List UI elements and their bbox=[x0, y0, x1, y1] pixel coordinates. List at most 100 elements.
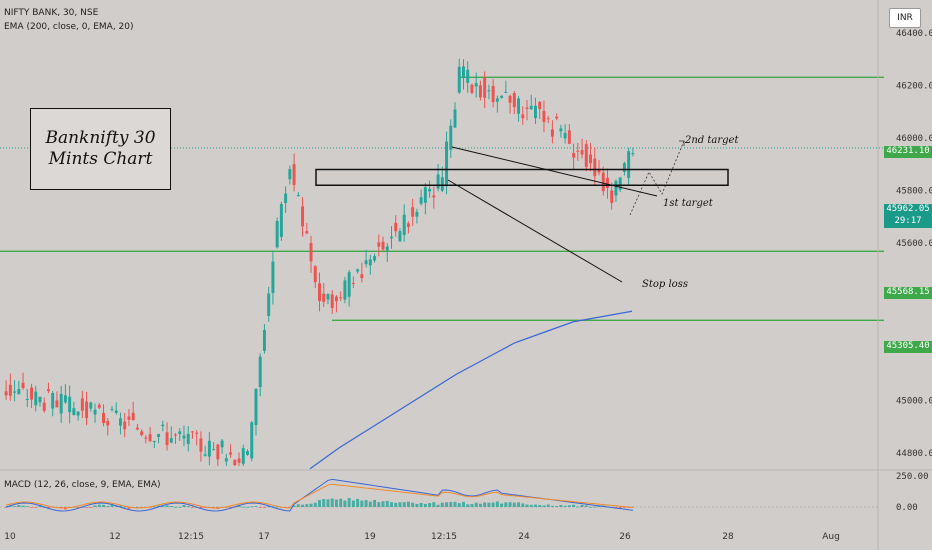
candle-body bbox=[34, 391, 38, 406]
candle-body bbox=[368, 259, 372, 266]
macd-histogram-bar bbox=[258, 507, 262, 508]
candle-body bbox=[618, 177, 622, 190]
candle-body bbox=[555, 116, 559, 119]
macd-histogram-bar bbox=[402, 502, 406, 507]
time-tick-label: Aug bbox=[822, 532, 840, 542]
macd-histogram-bar bbox=[182, 505, 186, 507]
price-tick-label: 46000.00 bbox=[896, 134, 932, 144]
countdown-badge: 29:17 bbox=[884, 216, 932, 228]
candle-body bbox=[144, 437, 148, 439]
candle-body bbox=[135, 427, 139, 430]
macd-histogram-bar bbox=[559, 505, 563, 507]
macd-histogram-bar bbox=[165, 505, 169, 507]
macd-histogram-bar bbox=[309, 503, 313, 507]
macd-histogram-bar bbox=[529, 504, 533, 507]
candle-body bbox=[533, 105, 537, 119]
macd-histogram-bar bbox=[512, 502, 516, 507]
candle-body bbox=[491, 86, 495, 103]
candle-body bbox=[436, 174, 440, 189]
candle-body bbox=[309, 243, 313, 262]
candle-body bbox=[512, 93, 516, 108]
macd-signal-line bbox=[5, 483, 633, 509]
macd-histogram-bar bbox=[462, 501, 465, 507]
macd-histogram-bar bbox=[508, 502, 512, 507]
last-price-badge: 45962.05 bbox=[884, 204, 932, 216]
macd-histogram-bar bbox=[13, 506, 17, 507]
macd-histogram-bar bbox=[97, 504, 101, 507]
time-axis: 10 12 12:15 17 19 12:15 24 26 28 Aug bbox=[4, 532, 840, 542]
macd-histogram-bar bbox=[457, 503, 461, 507]
candle-body bbox=[428, 188, 432, 192]
macd-histogram-bar bbox=[533, 504, 537, 507]
level-badge-45305: 45305.40 bbox=[884, 341, 932, 353]
candle-body bbox=[80, 398, 84, 411]
candle-body bbox=[364, 260, 368, 265]
price-tick-label: 46200.00 bbox=[896, 82, 932, 92]
macd-histogram-bar bbox=[8, 505, 12, 507]
candle-body bbox=[567, 130, 571, 144]
title-line-2: Mints Chart bbox=[48, 149, 153, 169]
candle-body bbox=[500, 95, 504, 98]
candle-body bbox=[212, 449, 216, 451]
candle-body bbox=[288, 169, 292, 180]
macd-histogram-bar bbox=[525, 504, 529, 507]
candle-body bbox=[110, 408, 114, 410]
candle-body bbox=[127, 416, 131, 420]
currency-button[interactable]: INR bbox=[889, 8, 921, 28]
level-badge-45568: 45568.15 bbox=[884, 287, 932, 299]
candle-body bbox=[207, 440, 211, 457]
candle-body bbox=[360, 274, 364, 279]
macd-histogram-bar bbox=[114, 506, 118, 508]
candle-body bbox=[233, 459, 237, 466]
candle-body bbox=[394, 222, 398, 232]
macd-histogram-bar bbox=[555, 505, 559, 507]
ema-indicator-label[interactable]: EMA (200, close, 0, EMA, 20) bbox=[4, 22, 134, 32]
candle-body bbox=[284, 193, 288, 204]
macd-histogram-bar bbox=[428, 503, 432, 507]
macd-histogram-bar bbox=[406, 501, 410, 507]
macd-histogram-bar bbox=[487, 502, 491, 507]
wedge-lower-line bbox=[447, 179, 623, 283]
candle-body bbox=[423, 187, 427, 203]
candle-body bbox=[97, 404, 101, 408]
candle-body bbox=[402, 214, 406, 235]
macd-histogram-bar bbox=[339, 498, 343, 507]
candle-body bbox=[4, 391, 8, 396]
macd-histogram-bar bbox=[491, 502, 495, 507]
macd-histogram-bar bbox=[59, 507, 63, 508]
candle-body bbox=[521, 114, 525, 119]
macd-histogram-bar bbox=[423, 503, 427, 507]
macd-histogram-bar bbox=[440, 502, 444, 507]
candle-body bbox=[241, 448, 245, 464]
macd-histogram-bar bbox=[140, 507, 144, 508]
stop-loss-label: Stop loss bbox=[642, 279, 688, 290]
macd-histogram-bar bbox=[330, 498, 334, 507]
second-target-label: 2nd target bbox=[685, 135, 739, 146]
macd-histogram-bar bbox=[305, 504, 309, 507]
macd-indicator-label[interactable]: MACD (12, 26, close, 9, EMA, EMA) bbox=[4, 480, 161, 490]
macd-histogram-bar bbox=[186, 506, 190, 507]
macd-histogram-bar bbox=[546, 504, 550, 507]
macd-histogram-bar bbox=[148, 507, 152, 508]
macd-histogram-bar bbox=[449, 501, 453, 507]
candle-body bbox=[462, 66, 465, 79]
candle-body bbox=[199, 438, 203, 452]
macd-histogram-bar bbox=[364, 500, 368, 507]
time-tick-label: 12 bbox=[109, 532, 120, 542]
candle-body bbox=[262, 330, 266, 351]
candle-body bbox=[474, 83, 478, 87]
candle-body bbox=[21, 382, 25, 389]
macd-histogram-bar bbox=[4, 507, 8, 508]
macd-histogram-bar bbox=[46, 507, 50, 509]
time-tick-label: 12:15 bbox=[431, 532, 457, 542]
macd-histogram-bar bbox=[368, 501, 372, 507]
candle-body bbox=[178, 431, 182, 435]
candle-body bbox=[445, 141, 449, 187]
candle-body bbox=[220, 440, 224, 448]
candle-body bbox=[190, 431, 194, 433]
candle-body bbox=[326, 294, 330, 300]
candle-body bbox=[550, 129, 554, 137]
macd-histogram-bar bbox=[123, 506, 127, 508]
macd-histogram-bar bbox=[301, 504, 305, 507]
